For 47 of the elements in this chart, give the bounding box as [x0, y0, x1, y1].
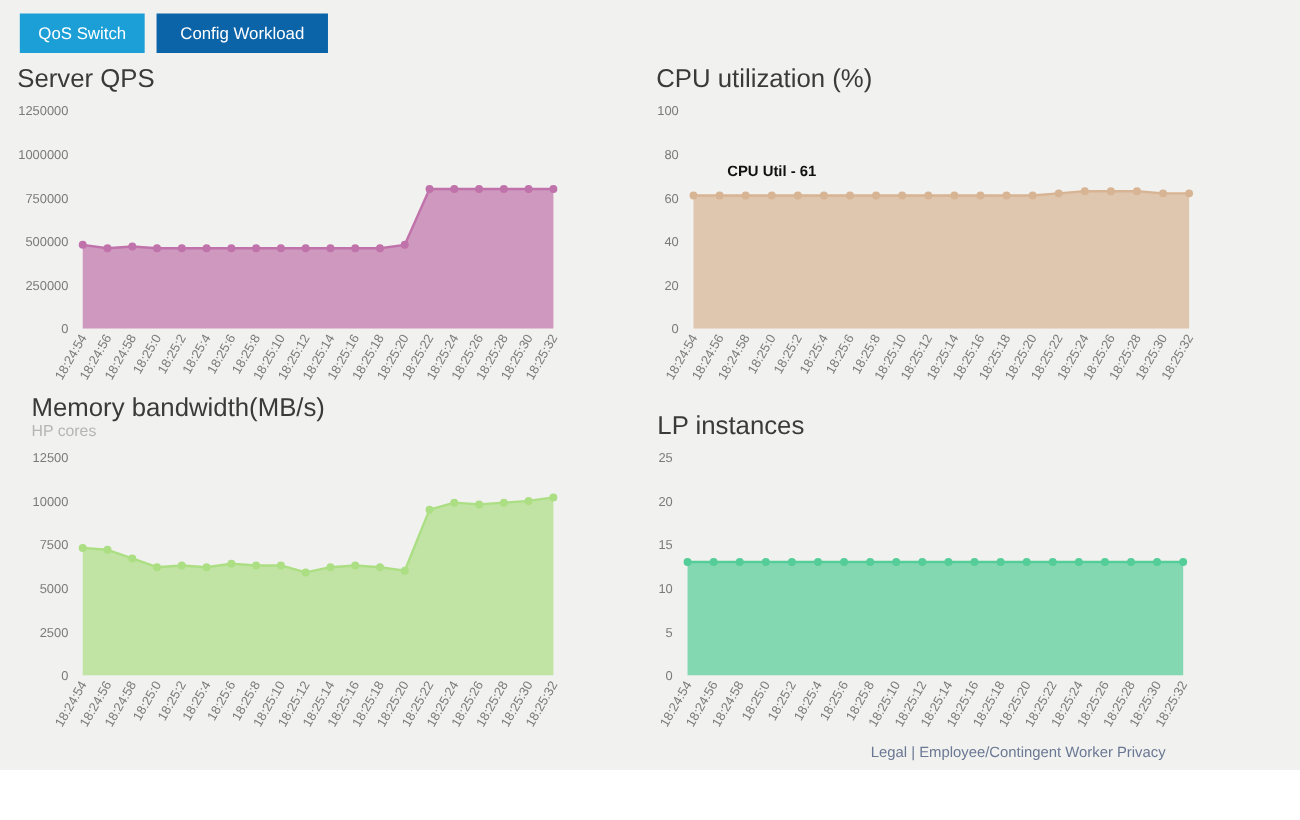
point: [351, 244, 360, 253]
point: [524, 496, 533, 505]
point: [425, 185, 434, 193]
text: Config Workload: [180, 23, 305, 44]
point: [276, 244, 285, 253]
point: [450, 498, 459, 507]
chart-title: Memory bandwidth(MB/s): [31, 391, 325, 422]
point: [549, 185, 558, 193]
point: [301, 568, 310, 577]
point: [128, 242, 137, 251]
point: [78, 544, 87, 552]
chart-subtitle: HP cores: [31, 421, 97, 440]
chart-title: CPU utilization (%): [656, 62, 873, 93]
point: [103, 545, 112, 554]
point: [128, 554, 137, 563]
point: [400, 566, 409, 575]
point: [326, 244, 335, 253]
point: [153, 563, 162, 572]
point: [351, 561, 360, 570]
point: [326, 563, 335, 572]
point: [475, 500, 484, 509]
point: [475, 185, 484, 193]
point: [252, 244, 261, 253]
point: [103, 244, 112, 253]
point: [450, 185, 459, 193]
point: [376, 563, 384, 572]
point: [499, 185, 508, 193]
point: [177, 244, 186, 253]
point: [524, 185, 533, 193]
point: [78, 240, 87, 249]
point: [153, 244, 162, 253]
point: [227, 559, 236, 568]
point: [177, 561, 186, 570]
point: [425, 505, 434, 514]
point: [376, 244, 384, 253]
point: [252, 561, 261, 570]
point: [549, 493, 558, 502]
chart-title: Server QPS: [17, 62, 155, 93]
chart-title: LP instances: [657, 409, 805, 440]
point: [276, 561, 285, 570]
point: [227, 244, 236, 253]
point: [202, 244, 211, 253]
point: [400, 240, 409, 249]
point: [499, 498, 508, 507]
text: QoS Switch: [38, 23, 127, 44]
point: [301, 244, 310, 253]
point: [202, 563, 211, 572]
